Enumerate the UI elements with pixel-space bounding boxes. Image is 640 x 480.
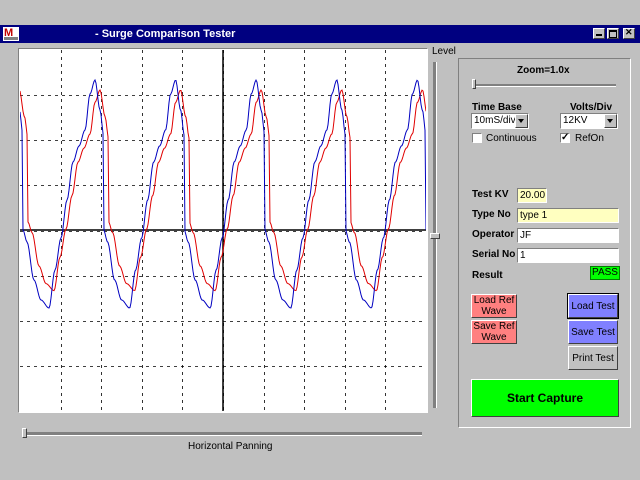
- level-slider-thumb[interactable]: [430, 233, 440, 239]
- serial-no-label: Serial No: [472, 249, 516, 260]
- operator-input[interactable]: JF: [517, 228, 619, 243]
- test-kv-label: Test KV: [472, 189, 509, 200]
- type-no-label: Type No: [472, 209, 511, 220]
- volts-div-select[interactable]: 12KV: [560, 113, 618, 129]
- operator-label: Operator: [472, 229, 515, 240]
- minimize-button[interactable]: [593, 28, 605, 39]
- horizontal-panning-thumb[interactable]: [22, 428, 27, 438]
- save-ref-wave-button[interactable]: Save Ref Wave: [471, 320, 517, 344]
- volts-div-value: 12KV: [563, 115, 588, 126]
- refon-checkbox[interactable]: ✓: [560, 133, 570, 143]
- scope-display: [20, 50, 426, 411]
- time-base-select[interactable]: 10mS/div: [471, 113, 529, 129]
- load-ref-wave-button[interactable]: Load Ref Wave: [471, 294, 517, 318]
- horizontal-panning-track[interactable]: [22, 432, 422, 436]
- window-title: - Surge Comparison Tester: [95, 28, 236, 40]
- chevron-down-icon[interactable]: [515, 114, 528, 128]
- close-button[interactable]: [623, 27, 635, 39]
- horizontal-panning-label: Horizontal Panning: [188, 441, 273, 452]
- result-status-badge: PASS: [590, 266, 620, 280]
- continuous-label: Continuous: [486, 133, 537, 144]
- result-label: Result: [472, 270, 503, 281]
- reference-waveform: [20, 88, 426, 292]
- chevron-down-icon[interactable]: [604, 114, 617, 128]
- check-icon: ✓: [561, 132, 570, 143]
- title-bar[interactable]: M - Surge Comparison Tester: [0, 25, 640, 43]
- test-kv-input[interactable]: 20.00: [517, 188, 547, 203]
- zoom-label: Zoom=1.0x: [517, 65, 570, 76]
- start-capture-button[interactable]: Start Capture: [471, 379, 619, 417]
- level-label: Level: [432, 46, 456, 57]
- print-test-button[interactable]: Print Test: [568, 346, 618, 370]
- continuous-checkbox[interactable]: [472, 133, 482, 143]
- type-no-input[interactable]: type 1: [517, 208, 619, 223]
- test-waveform: [20, 78, 426, 309]
- app-logo-icon: M: [3, 27, 19, 41]
- time-base-value: 10mS/div: [474, 115, 516, 126]
- serial-no-input[interactable]: 1: [517, 248, 619, 263]
- save-test-button[interactable]: Save Test: [568, 320, 618, 344]
- refon-label: RefOn: [575, 133, 604, 144]
- zoom-slider-track[interactable]: [472, 84, 616, 87]
- time-base-label: Time Base: [472, 102, 522, 113]
- control-panel: [458, 58, 631, 428]
- load-test-button[interactable]: Load Test: [567, 293, 619, 319]
- volts-div-label: Volts/Div: [570, 102, 613, 113]
- maximize-button[interactable]: [607, 28, 619, 39]
- zoom-slider-thumb[interactable]: [472, 79, 476, 89]
